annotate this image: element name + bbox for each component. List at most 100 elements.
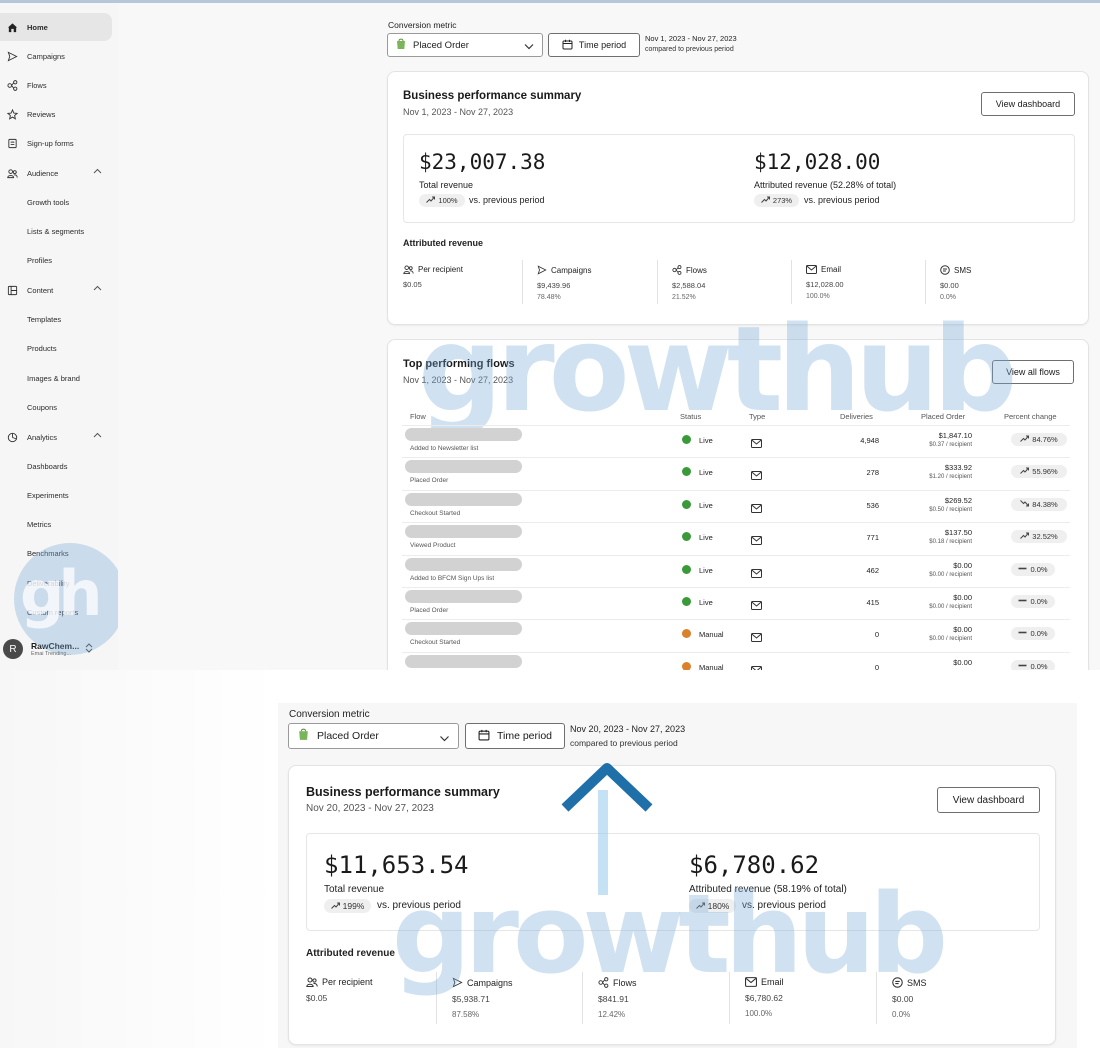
attributed-revenue-value: $12,028.00 [754,150,881,174]
date-range: Nov 1, 2023 - Nov 27, 2023 [645,34,737,43]
calendar-icon [562,39,573,52]
sidebar-item-deliverability[interactable]: Deliverability [0,569,112,597]
flow-change-value: 0.0% [1030,629,1048,638]
sidebar-item-label: Experiments [27,490,69,500]
col-header-placed-order[interactable]: Placed Order [921,412,966,421]
chevron-up-icon[interactable] [93,431,102,440]
flow-name-redacted[interactable] [405,493,522,506]
sidebar-item-home[interactable]: Home [0,13,112,41]
metric-value: $12,028.00 [806,280,844,289]
conversion-metric-select[interactable]: Placed Order [288,723,459,749]
row-divider [402,652,1070,653]
home-icon [6,21,18,33]
trend-up-icon [1020,467,1030,476]
total-revenue-value: $11,653.54 [324,851,469,879]
sidebar-item-dashboards[interactable]: Dashboards [0,452,112,480]
flow-change-value: 84.38% [1032,500,1058,509]
row-divider [402,619,1070,620]
sidebar-item-coupons[interactable]: Coupons [0,393,112,421]
sidebar-item-templates[interactable]: Templates [0,305,112,333]
sidebar-item-campaigns[interactable]: Campaigns [0,42,112,70]
sidebar-item-reviews[interactable]: Reviews [0,100,112,128]
sidebar-item-label: Lists & segments [27,226,85,236]
col-header-flow[interactable]: Flow [410,412,426,421]
status-live-icon [682,532,691,541]
metric-pct: 12.42% [598,1010,626,1019]
sidebar-item-experiments[interactable]: Experiments [0,481,112,509]
flow-change-value: 32.52% [1032,532,1058,541]
flow-name-redacted[interactable] [405,622,522,635]
flow-status: Live [699,566,713,575]
status-live-icon [682,467,691,476]
flow-status: Manual [699,630,724,639]
view-dashboard-button[interactable]: View dashboard [981,92,1075,116]
divider [522,260,523,304]
account-switcher[interactable]: R RawChem... Emai Trending... [3,635,115,663]
flow-name-redacted[interactable] [405,655,522,668]
trend-up-icon [695,901,705,911]
sidebar-item-label: Deliverability [27,578,70,588]
flow-placed-order: $333.92 [944,463,972,472]
row-divider [402,490,1070,491]
flow-name-redacted[interactable] [405,460,522,473]
mail-icon [751,532,762,550]
sidebar-item-custom-reports[interactable]: Custom reports [0,598,112,626]
sidebar-item-products[interactable]: Products [0,334,112,362]
time-period-button[interactable]: Time period [465,723,565,749]
col-header-deliveries[interactable]: Deliveries [840,412,873,421]
chevron-up-icon[interactable] [93,284,102,293]
metric-email: Email $6,780.62 100.0% [745,977,784,1018]
sidebar-item-profiles[interactable]: Profiles [0,246,112,274]
card-date-range: Nov 1, 2023 - Nov 27, 2023 [403,107,514,117]
sidebar-item-label: Custom reports [27,607,79,617]
sidebar-item-label: Content [27,285,54,295]
trend-up-icon [761,196,770,205]
sidebar-item-benchmarks[interactable]: Benchmarks [0,539,112,567]
col-header-percent-change[interactable]: Percent change [1004,412,1057,421]
time-period-button[interactable]: Time period [548,33,640,57]
conversion-metric-select[interactable]: Placed Order [387,33,543,57]
sidebar-item-metrics[interactable]: Metrics [0,510,112,538]
metric-value: $0.05 [403,280,422,289]
total-change-value: 199% [342,901,365,911]
sidebar-item-lists-segments[interactable]: Lists & segments [0,217,112,245]
flow-name-redacted[interactable] [405,590,522,603]
sidebar-item-analytics[interactable]: Analytics [0,423,112,451]
flow-change-badge: 84.38% [1011,498,1067,511]
col-header-type[interactable]: Type [749,412,766,421]
account-subtitle: Emai Trending... [31,651,72,657]
row-divider [402,522,1070,523]
col-header-status[interactable]: Status [680,412,702,421]
total-revenue-value: $23,007.38 [419,150,546,174]
flow-deliveries: 771 [866,533,879,542]
sidebar-item-label: Dashboards [27,461,68,471]
conversion-metric-label: Conversion metric [289,709,370,720]
metric-per-recipient: Per recipient $0.05 [403,265,463,289]
flow-status: Live [699,468,713,477]
view-all-flows-button[interactable]: View all flows [992,360,1074,384]
arrow-up-annotation [561,763,653,895]
view-dashboard-button[interactable]: View dashboard [937,787,1040,813]
sidebar-item-flows[interactable]: Flows [0,71,112,99]
chevron-up-icon[interactable] [93,167,102,176]
divider [657,260,658,304]
flow-name-redacted[interactable] [405,525,522,538]
sms-icon [892,977,903,988]
flow-name-redacted[interactable] [405,428,522,441]
card-title: Business performance summary [306,785,500,799]
sidebar-item-images-brand[interactable]: Images & brand [0,364,112,392]
metric-campaigns: Campaigns $9,439.96 78.48% [537,265,591,301]
flow-trigger: Placed Order [410,607,449,614]
chevron-down-icon [439,733,450,745]
compared-text: compared to previous period [570,738,678,748]
flow-deliveries: 0 [874,663,879,670]
sidebar-item-growth-tools[interactable]: Growth tools [0,188,112,216]
flow-per-recipient: $0.00 / recipient [929,604,972,610]
sidebar-item-audience[interactable]: Audience [0,159,112,187]
sidebar-item-content[interactable]: Content [0,276,112,304]
divider [582,972,583,1024]
sidebar-item-signup-forms[interactable]: Sign-up forms [0,129,112,157]
main-content: Conversion metric Placed Order Time peri… [118,3,1100,670]
flow-change-badge: 55.96% [1011,465,1067,478]
flow-name-redacted[interactable] [405,558,522,571]
